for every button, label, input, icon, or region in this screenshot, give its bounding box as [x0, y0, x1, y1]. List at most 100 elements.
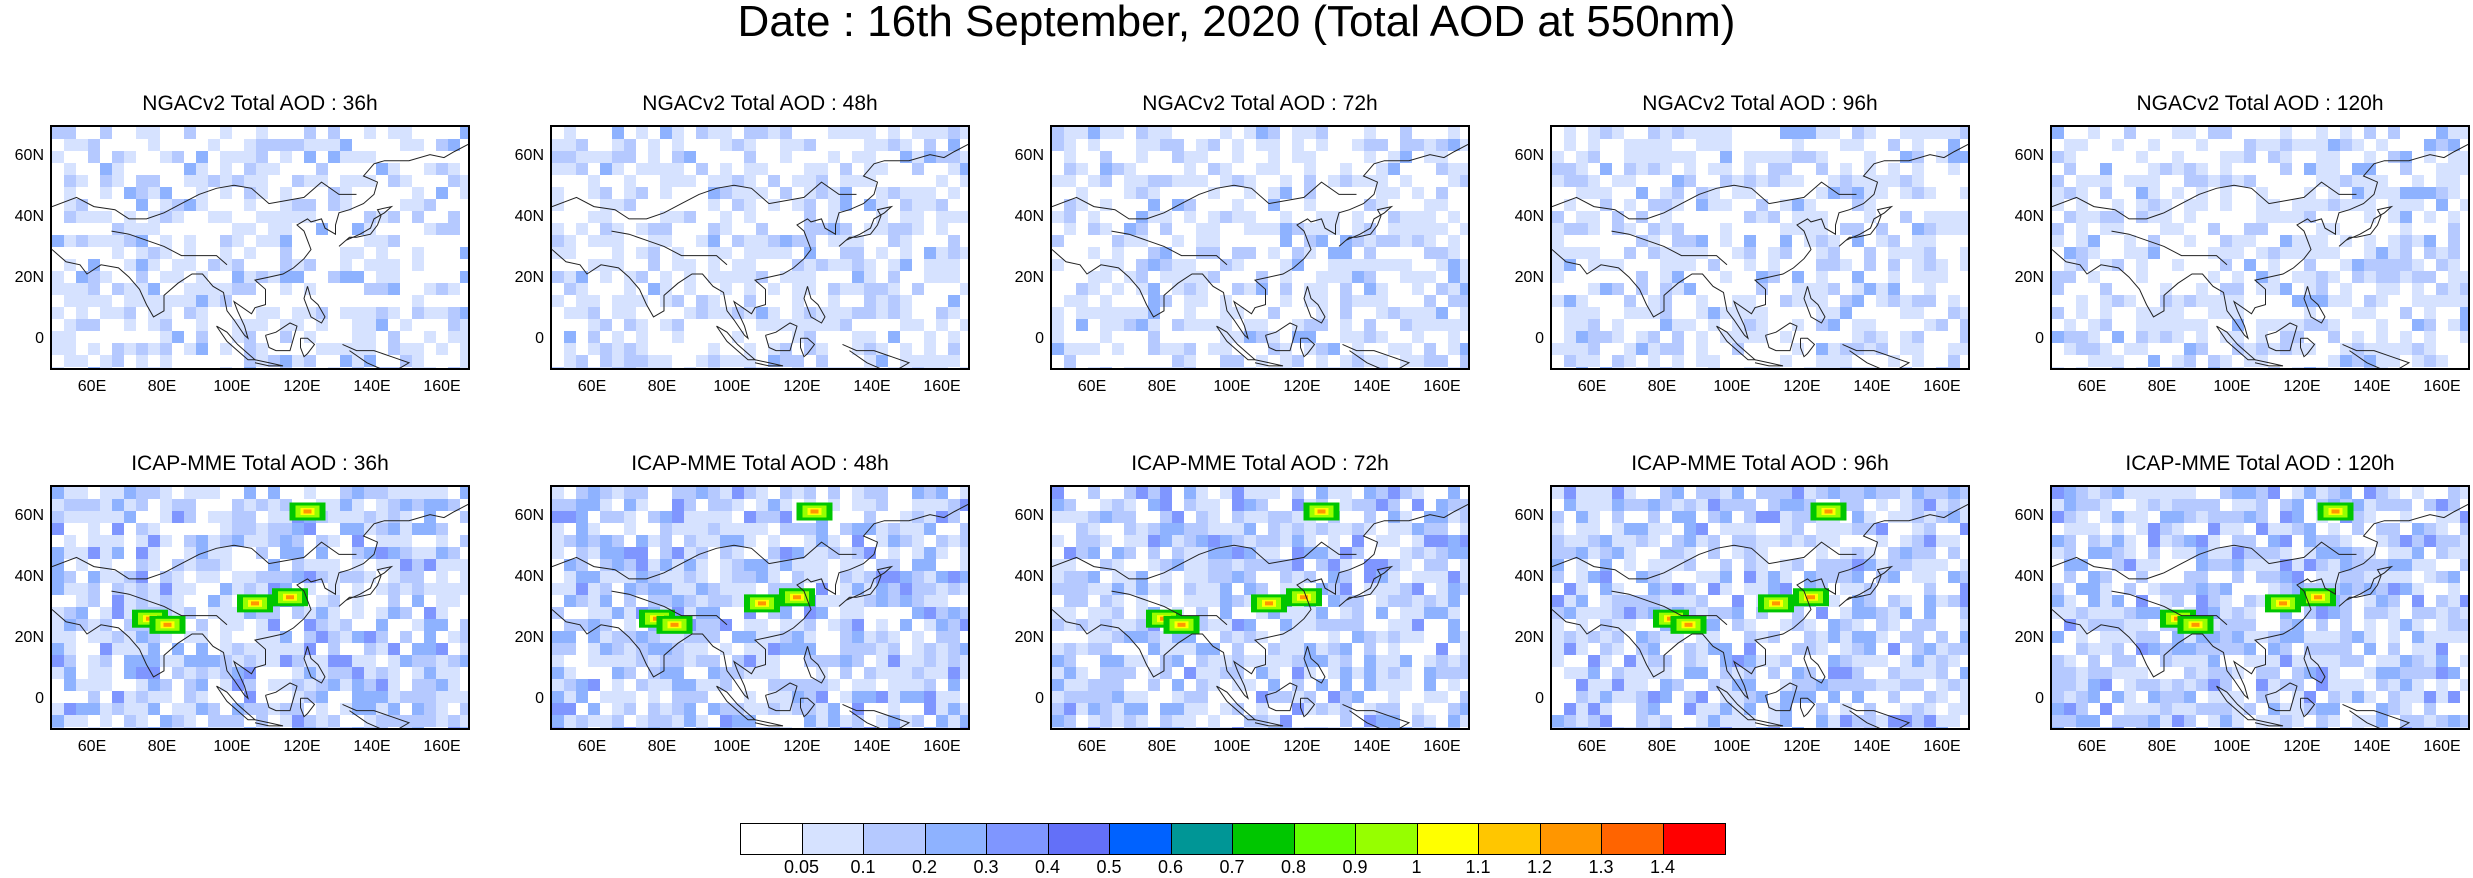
- latitude-tick-label: 0: [1004, 690, 1044, 708]
- longitude-tick-label: 80E: [637, 378, 687, 396]
- longitude-tick-label: 60E: [2067, 738, 2117, 756]
- latitude-tick-label: 20N: [1004, 629, 1044, 647]
- colorbar: [740, 823, 1726, 855]
- colorbar-swatch: [1049, 824, 1111, 854]
- longitude-tick-label: 160E: [1417, 738, 1467, 756]
- latitude-tick-label: 40N: [504, 208, 544, 226]
- longitude-tick-label: 140E: [847, 738, 897, 756]
- latitude-tick-label: 60N: [4, 507, 44, 525]
- aod-field: [1552, 487, 1970, 730]
- colorbar-tick-label: 0.7: [1207, 857, 1257, 878]
- longitude-tick-label: 120E: [2277, 738, 2327, 756]
- latitude-tick-label: 0: [2004, 690, 2044, 708]
- longitude-tick-label: 140E: [1347, 738, 1397, 756]
- panel-title: ICAP-MME Total AOD : 72h: [1050, 452, 1470, 476]
- latitude-tick-label: 20N: [1504, 269, 1544, 287]
- latitude-tick-label: 40N: [504, 568, 544, 586]
- panel-title: NGACv2 Total AOD : 36h: [50, 92, 470, 116]
- latitude-tick-label: 20N: [1504, 629, 1544, 647]
- longitude-tick-label: 120E: [1777, 378, 1827, 396]
- longitude-tick-label: 100E: [1207, 378, 1257, 396]
- longitude-tick-label: 100E: [1707, 738, 1757, 756]
- longitude-tick-label: 80E: [1137, 738, 1187, 756]
- aod-map-panel: [550, 125, 970, 370]
- longitude-tick-label: 160E: [1917, 378, 1967, 396]
- longitude-tick-label: 100E: [1707, 378, 1757, 396]
- longitude-tick-label: 80E: [637, 738, 687, 756]
- longitude-tick-label: 60E: [1067, 738, 1117, 756]
- longitude-tick-label: 80E: [1637, 378, 1687, 396]
- longitude-tick-label: 60E: [567, 738, 617, 756]
- aod-map-panel: [2050, 125, 2470, 370]
- colorbar-swatch: [803, 824, 865, 854]
- aod-field: [552, 127, 970, 370]
- colorbar-tick-label: 1.2: [1515, 857, 1565, 878]
- latitude-tick-label: 40N: [1504, 208, 1544, 226]
- latitude-tick-label: 40N: [1004, 568, 1044, 586]
- latitude-tick-label: 40N: [4, 208, 44, 226]
- longitude-tick-label: 100E: [2207, 378, 2257, 396]
- latitude-tick-label: 0: [2004, 330, 2044, 348]
- longitude-tick-label: 140E: [1347, 378, 1397, 396]
- colorbar-swatch: [1541, 824, 1603, 854]
- longitude-tick-label: 80E: [2137, 738, 2187, 756]
- colorbar-swatch: [1664, 824, 1726, 854]
- longitude-tick-label: 120E: [277, 738, 327, 756]
- colorbar-swatch: [987, 824, 1049, 854]
- latitude-tick-label: 20N: [2004, 629, 2044, 647]
- aod-field: [52, 487, 470, 730]
- longitude-tick-label: 140E: [1847, 738, 1897, 756]
- latitude-tick-label: 0: [1504, 330, 1544, 348]
- aod-field: [552, 487, 970, 730]
- aod-field: [2052, 487, 2470, 730]
- longitude-tick-label: 60E: [567, 378, 617, 396]
- latitude-tick-label: 60N: [1004, 507, 1044, 525]
- longitude-tick-label: 120E: [2277, 378, 2327, 396]
- latitude-tick-label: 0: [1004, 330, 1044, 348]
- colorbar-swatch: [1418, 824, 1480, 854]
- colorbar-swatch: [1479, 824, 1541, 854]
- longitude-tick-label: 160E: [417, 738, 467, 756]
- aod-map-panel: [2050, 485, 2470, 730]
- colorbar-tick-label: 1: [1392, 857, 1442, 878]
- latitude-tick-label: 60N: [2004, 507, 2044, 525]
- latitude-tick-label: 20N: [4, 269, 44, 287]
- longitude-tick-label: 100E: [707, 738, 757, 756]
- longitude-tick-label: 140E: [1847, 378, 1897, 396]
- latitude-tick-label: 40N: [2004, 208, 2044, 226]
- aod-field: [52, 127, 470, 370]
- longitude-tick-label: 60E: [1067, 378, 1117, 396]
- latitude-tick-label: 60N: [1004, 147, 1044, 165]
- panel-title: ICAP-MME Total AOD : 96h: [1550, 452, 1970, 476]
- longitude-tick-label: 120E: [1277, 738, 1327, 756]
- latitude-tick-label: 0: [1504, 690, 1544, 708]
- latitude-tick-label: 0: [4, 690, 44, 708]
- latitude-tick-label: 40N: [1504, 568, 1544, 586]
- latitude-tick-label: 60N: [4, 147, 44, 165]
- aod-map-panel: [50, 485, 470, 730]
- longitude-tick-label: 120E: [1777, 738, 1827, 756]
- colorbar-swatch: [1356, 824, 1418, 854]
- longitude-tick-label: 160E: [917, 378, 967, 396]
- latitude-tick-label: 40N: [1004, 208, 1044, 226]
- panel-title: NGACv2 Total AOD : 96h: [1550, 92, 1970, 116]
- panel-title: ICAP-MME Total AOD : 120h: [2050, 452, 2470, 476]
- longitude-tick-label: 140E: [347, 378, 397, 396]
- longitude-tick-label: 120E: [1277, 378, 1327, 396]
- colorbar-tick-label: 1.3: [1576, 857, 1626, 878]
- longitude-tick-label: 160E: [1417, 378, 1467, 396]
- colorbar-swatch: [741, 824, 803, 854]
- longitude-tick-label: 160E: [1917, 738, 1967, 756]
- longitude-tick-label: 60E: [1567, 738, 1617, 756]
- panel-title: ICAP-MME Total AOD : 48h: [550, 452, 970, 476]
- aod-field: [2052, 127, 2470, 370]
- colorbar-swatch: [864, 824, 926, 854]
- longitude-tick-label: 100E: [207, 378, 257, 396]
- aod-map-panel: [1050, 485, 1470, 730]
- longitude-tick-label: 160E: [2417, 378, 2467, 396]
- longitude-tick-label: 140E: [2347, 378, 2397, 396]
- longitude-tick-label: 160E: [2417, 738, 2467, 756]
- longitude-tick-label: 160E: [417, 378, 467, 396]
- latitude-tick-label: 0: [504, 690, 544, 708]
- latitude-tick-label: 60N: [2004, 147, 2044, 165]
